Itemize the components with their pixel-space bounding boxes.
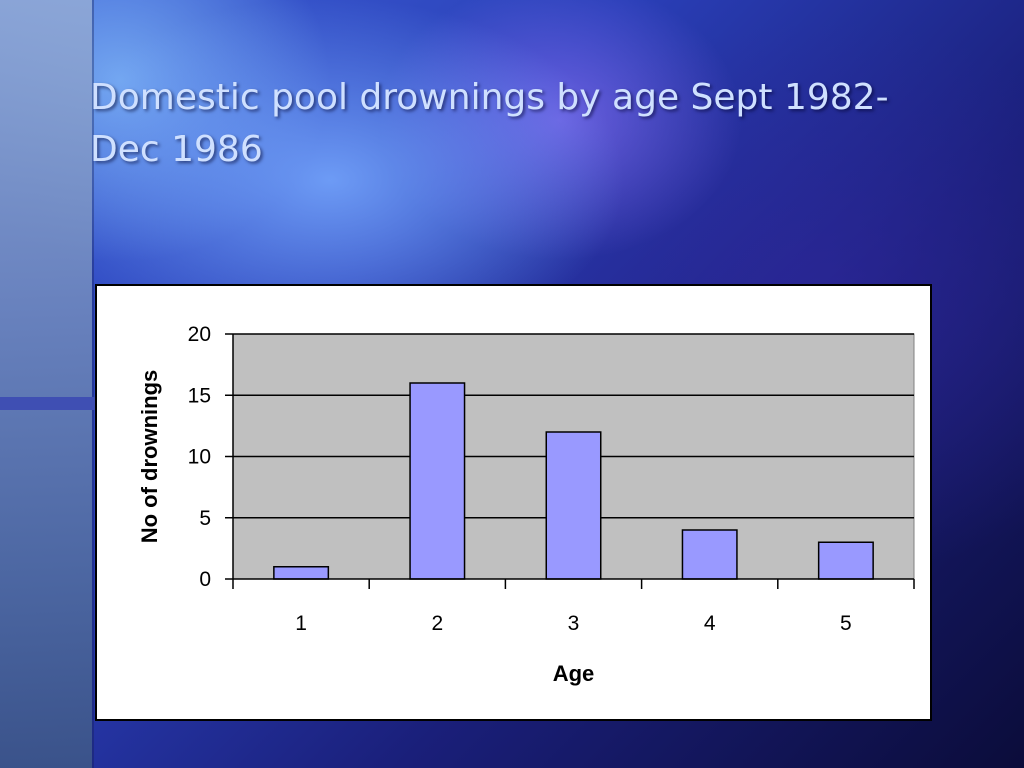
x-tick-label: 5	[840, 612, 852, 635]
chart-frame: 0 5 10 15 20 1 2 3 4 5 Age No of drownings	[95, 284, 932, 721]
x-tick-label: 3	[568, 612, 580, 635]
x-tick-label: 1	[295, 612, 307, 635]
bar	[409, 382, 466, 580]
bar-chart: 0 5 10 15 20 1 2 3 4 5 Age No of drownings	[137, 323, 915, 686]
y-axis-title: No of drownings	[137, 370, 162, 544]
slide-title: Domestic pool drownings by age Sept 1982…	[90, 77, 889, 170]
bar	[273, 566, 330, 580]
bar	[681, 529, 738, 580]
x-tick-label: 2	[431, 612, 443, 635]
bar	[817, 541, 874, 580]
bar	[545, 431, 602, 580]
accent-line	[0, 397, 96, 410]
x-axis-title: Age	[553, 661, 595, 686]
bars	[273, 382, 874, 580]
left-decor-band	[0, 0, 92, 768]
y-tick-labels: 0 5 10 15 20	[188, 323, 211, 591]
x-tick-labels: 1 2 3 4 5	[295, 612, 851, 635]
y-tick-label: 20	[188, 323, 211, 346]
axes	[225, 333, 915, 589]
y-tick-label: 10	[188, 446, 211, 469]
y-tick-label: 5	[199, 507, 211, 530]
y-tick-label: 15	[188, 384, 211, 407]
x-tick-label: 4	[704, 612, 716, 635]
y-tick-label: 0	[199, 568, 211, 591]
left-band-edge	[92, 0, 94, 768]
